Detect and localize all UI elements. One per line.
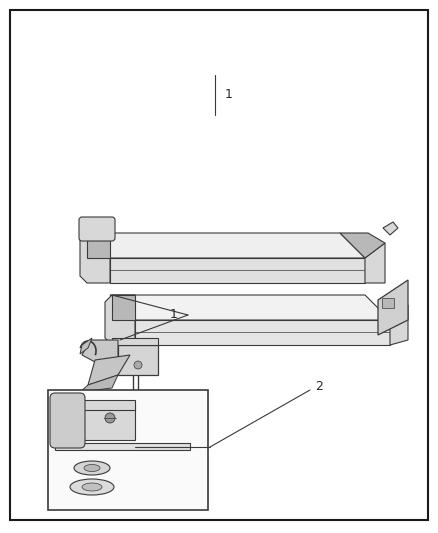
Polygon shape xyxy=(118,345,158,375)
Polygon shape xyxy=(80,233,110,283)
Polygon shape xyxy=(112,338,158,345)
Polygon shape xyxy=(85,233,365,258)
Polygon shape xyxy=(365,243,385,283)
FancyBboxPatch shape xyxy=(79,217,115,241)
Ellipse shape xyxy=(74,461,110,475)
Ellipse shape xyxy=(82,483,102,491)
Polygon shape xyxy=(110,295,390,320)
Polygon shape xyxy=(383,222,398,235)
Polygon shape xyxy=(87,233,110,258)
Polygon shape xyxy=(105,295,135,345)
Bar xyxy=(382,298,394,308)
Circle shape xyxy=(105,413,115,423)
Polygon shape xyxy=(110,258,365,283)
Ellipse shape xyxy=(70,479,114,495)
Polygon shape xyxy=(55,443,190,450)
Polygon shape xyxy=(80,338,92,354)
Circle shape xyxy=(134,361,142,369)
Polygon shape xyxy=(378,280,408,335)
Polygon shape xyxy=(112,295,135,320)
Text: 1: 1 xyxy=(170,309,178,321)
Polygon shape xyxy=(135,320,390,345)
Polygon shape xyxy=(390,305,408,345)
Text: 1: 1 xyxy=(225,88,233,101)
Polygon shape xyxy=(88,355,130,385)
Text: 2: 2 xyxy=(315,381,323,393)
Polygon shape xyxy=(58,405,135,440)
Bar xyxy=(48,390,208,510)
Polygon shape xyxy=(82,340,118,362)
Polygon shape xyxy=(340,233,385,258)
FancyBboxPatch shape xyxy=(50,393,85,448)
Polygon shape xyxy=(80,375,118,392)
Ellipse shape xyxy=(84,464,100,472)
Polygon shape xyxy=(58,400,135,410)
